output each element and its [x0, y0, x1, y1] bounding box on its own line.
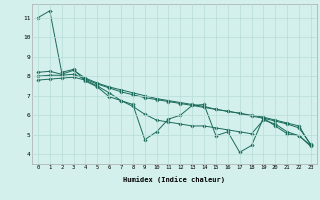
X-axis label: Humidex (Indice chaleur): Humidex (Indice chaleur): [124, 176, 225, 183]
